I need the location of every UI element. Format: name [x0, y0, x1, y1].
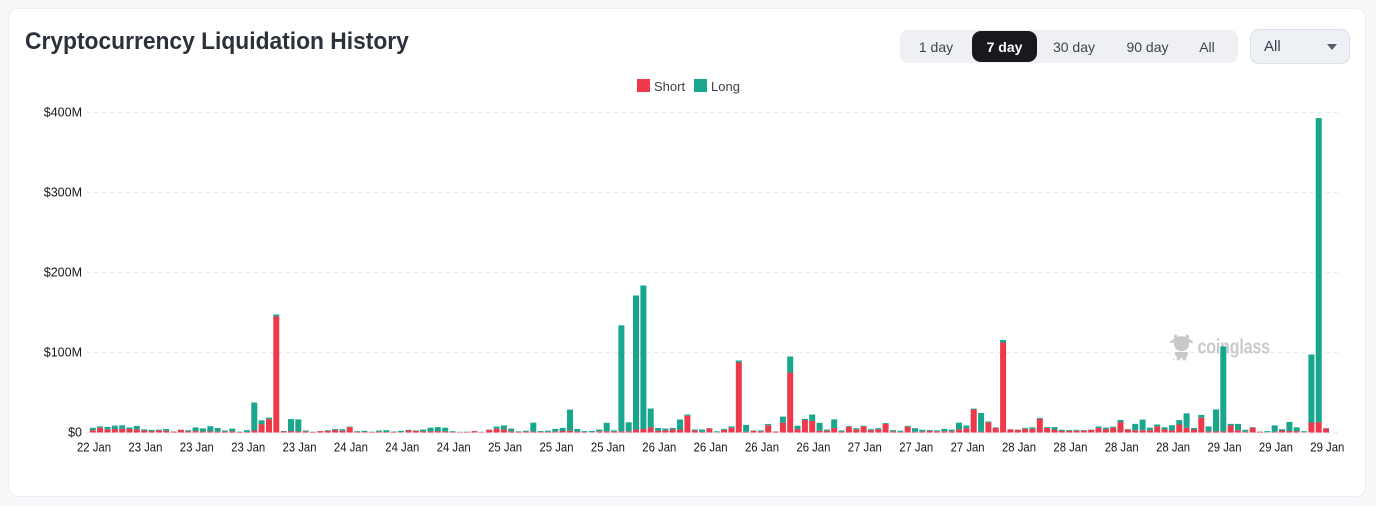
- svg-text:26 Jan: 26 Jan: [796, 441, 830, 455]
- svg-text:23 Jan: 23 Jan: [180, 441, 214, 455]
- svg-text:28 Jan: 28 Jan: [1156, 441, 1190, 455]
- svg-text:28 Jan: 28 Jan: [1105, 441, 1139, 455]
- svg-text:$300M: $300M: [44, 185, 82, 199]
- svg-text:25 Jan: 25 Jan: [488, 441, 522, 455]
- svg-text:26 Jan: 26 Jan: [694, 441, 728, 455]
- svg-text:27 Jan: 27 Jan: [848, 441, 882, 455]
- svg-text:coinglass: coinglass: [1198, 336, 1271, 358]
- svg-text:24 Jan: 24 Jan: [334, 441, 368, 455]
- svg-text:29 Jan: 29 Jan: [1208, 441, 1242, 455]
- svg-text:26 Jan: 26 Jan: [642, 441, 676, 455]
- svg-text:24 Jan: 24 Jan: [437, 441, 471, 455]
- svg-text:26 Jan: 26 Jan: [745, 441, 779, 455]
- svg-text:29 Jan: 29 Jan: [1310, 441, 1344, 455]
- svg-text:$100M: $100M: [44, 345, 82, 359]
- svg-text:$0: $0: [68, 425, 82, 439]
- svg-text:23 Jan: 23 Jan: [128, 441, 162, 455]
- svg-text:25 Jan: 25 Jan: [540, 441, 574, 455]
- svg-text:23 Jan: 23 Jan: [231, 441, 265, 455]
- svg-text:28 Jan: 28 Jan: [1002, 441, 1036, 455]
- svg-text:$400M: $400M: [44, 105, 82, 119]
- svg-text:24 Jan: 24 Jan: [385, 441, 419, 455]
- svg-text:25 Jan: 25 Jan: [591, 441, 625, 455]
- svg-text:23 Jan: 23 Jan: [283, 441, 317, 455]
- svg-text:22 Jan: 22 Jan: [77, 441, 111, 455]
- svg-text:29 Jan: 29 Jan: [1259, 441, 1293, 455]
- svg-text:$200M: $200M: [44, 265, 82, 279]
- svg-text:28 Jan: 28 Jan: [1053, 441, 1087, 455]
- svg-text:27 Jan: 27 Jan: [899, 441, 933, 455]
- svg-text:27 Jan: 27 Jan: [951, 441, 985, 455]
